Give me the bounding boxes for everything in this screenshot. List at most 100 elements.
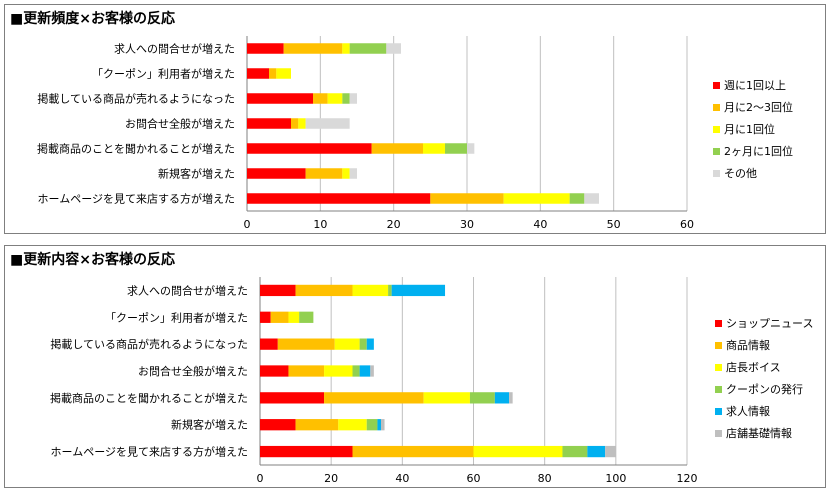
bar-segment <box>247 93 313 104</box>
x-tick-label: 0 <box>244 218 251 231</box>
x-tick-label: 100 <box>605 472 626 485</box>
legend-swatch <box>715 320 722 327</box>
category-label: 「クーポン」利用者が増えた <box>105 310 248 324</box>
chart-title: ■更新頻度×お客様の反応 <box>10 11 175 27</box>
bar-segment <box>366 338 374 350</box>
legend-label: 店長ボイス <box>726 360 781 374</box>
bar-segment <box>562 445 588 458</box>
bar-segment <box>299 311 314 323</box>
bar-segment <box>260 284 296 297</box>
bar-segment <box>503 193 570 204</box>
legend-label: 商品情報 <box>726 338 770 352</box>
category-label: 求人への問合せが増えた <box>127 283 248 297</box>
legend-swatch <box>715 386 722 393</box>
category-label: 掲載している商品が売れるようになった <box>37 92 235 106</box>
x-tick-label: 0 <box>257 472 264 485</box>
bar-segment <box>247 193 431 204</box>
bar-segment <box>349 93 357 104</box>
bar-segment <box>338 419 367 431</box>
bar-segment <box>388 284 392 297</box>
bar-segment <box>247 168 306 179</box>
x-tick-label: 80 <box>538 472 552 485</box>
bar-segment <box>260 365 289 377</box>
bar-segment <box>584 193 599 204</box>
bar-segment <box>260 311 271 323</box>
bar-segment <box>324 392 424 404</box>
x-tick-label: 50 <box>607 218 621 231</box>
bar-segment <box>430 193 504 204</box>
bar-segment <box>423 143 445 154</box>
bar-segment <box>359 365 371 377</box>
bar-segment <box>352 365 360 377</box>
x-tick-label: 20 <box>387 218 401 231</box>
x-tick-label: 60 <box>680 218 694 231</box>
bar-segment <box>288 365 325 377</box>
bar-segment <box>423 392 470 404</box>
legend-label: その他 <box>724 167 757 180</box>
x-tick-label: 30 <box>460 218 474 231</box>
bar-segment <box>247 43 284 54</box>
bar-segment <box>349 43 387 54</box>
legend-swatch <box>715 342 722 349</box>
bar-segment <box>295 419 339 431</box>
legend-label: 求人情報 <box>726 405 770 418</box>
bar-segment <box>247 118 291 129</box>
bar-segment <box>305 118 350 129</box>
bar-segment <box>270 311 289 323</box>
legend-swatch <box>715 364 722 371</box>
category-label: 新規客が増えた <box>158 167 235 181</box>
bar-segment <box>247 143 372 154</box>
bar-segment <box>305 168 343 179</box>
bar-segment <box>276 68 291 79</box>
x-tick-label: 40 <box>395 472 409 485</box>
legend-label: クーポンの発行 <box>726 382 803 396</box>
x-tick-label: 10 <box>313 218 327 231</box>
bar-segment <box>291 118 299 129</box>
bar-segment <box>445 143 467 154</box>
bar-segment <box>277 338 335 350</box>
category-label: お問合せ全般が増えた <box>125 117 235 131</box>
bar-chart-content: 0 20 40 60 80 100 120 求人への問合せが増えた「クーポン」利用者が増えた掲… <box>50 277 813 485</box>
category-label: お問合せ全般が増えた <box>138 364 248 378</box>
bar-segment <box>509 392 513 404</box>
legend-swatch <box>713 104 720 111</box>
bar-segment <box>352 445 474 458</box>
bar-chart-frequency: 0 10 20 30 40 50 60 求人への問合せが増えた「クーポン」利用者が増えた掲載し… <box>37 36 793 231</box>
bar-segment <box>334 338 360 350</box>
bar-segment <box>605 445 616 458</box>
bar-segment <box>327 93 343 104</box>
category-label: 新規客が増えた <box>171 418 248 432</box>
category-label: 掲載商品のことを聞かれることが増えた <box>50 391 248 405</box>
category-label: ホームページを見て来店する方が増えた <box>38 192 235 206</box>
bar-segment <box>352 284 389 297</box>
bar-segment <box>469 392 495 404</box>
legend-label: 月に1回位 <box>724 122 775 136</box>
bar-segment <box>313 93 328 104</box>
bar-segment <box>349 168 357 179</box>
bar-segment <box>359 338 367 350</box>
bar-segment <box>467 143 475 154</box>
bar-segment <box>295 284 353 297</box>
x-tick-label: 60 <box>467 472 481 485</box>
legend-label: 週に1回以上 <box>724 79 786 92</box>
bar-segment <box>288 311 300 323</box>
bar-segment <box>370 365 374 377</box>
category-label: 掲載している商品が売れるようになった <box>50 337 248 351</box>
category-label: ホームページを見て来店する方が増えた <box>51 445 248 459</box>
bar-segment <box>569 193 585 204</box>
legend-swatch <box>713 82 720 89</box>
bar-segment <box>298 118 306 129</box>
bar-segment <box>247 68 269 79</box>
bar-segment <box>587 445 606 458</box>
bar-segment <box>269 68 277 79</box>
bar-segment <box>260 445 353 458</box>
bar-segment <box>377 419 381 431</box>
legend-label: 店舗基礎情報 <box>726 426 792 440</box>
bar-segment <box>260 419 296 431</box>
legend-label: 月に2〜3回位 <box>724 100 793 114</box>
bar-segment <box>386 43 401 54</box>
chart-title: ■更新内容×お客様の反応 <box>10 252 175 268</box>
bar-segment <box>473 445 563 458</box>
x-tick-label: 40 <box>533 218 547 231</box>
bar-segment <box>342 43 350 54</box>
